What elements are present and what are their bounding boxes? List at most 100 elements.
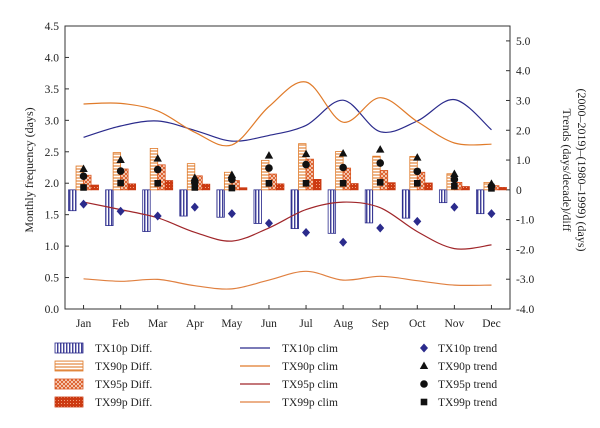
bar-tx95p-jan [83, 174, 92, 191]
legend-swatch-tx99p-trend [420, 398, 428, 406]
marker-tx90p-trend-sep [376, 145, 385, 153]
right-tick-label: 5.0 [516, 36, 531, 48]
bar-tx95p-jul [305, 158, 314, 191]
right-tick-label: -2.0 [516, 244, 534, 256]
bar-tx10p-oct [401, 189, 411, 219]
marker-tx90p-trend-mar [153, 154, 162, 162]
left-tick-label: 2.0 [45, 178, 60, 190]
marker-tx10p-trend-aug [339, 237, 348, 247]
left-tick-label: 0.5 [45, 273, 60, 285]
marker-tx99p-trend-apr [191, 184, 199, 191]
x-tick-label-nov: Nov [444, 318, 464, 330]
right-tick-label: 3.0 [516, 95, 531, 107]
x-tick-label-jan: Jan [76, 318, 92, 330]
marker-tx95p-trend-mar [153, 165, 162, 174]
right-tick-label: 1.0 [516, 155, 531, 167]
marker-tx10p-trend-jun [264, 218, 273, 228]
right-tick-label: -1.0 [516, 215, 534, 227]
left-tick-label: 1.5 [45, 210, 60, 222]
bar-tx10p-may [216, 189, 225, 218]
legend-swatch-tx99p-diff [54, 396, 84, 408]
line-tx99p-clim [83, 270, 492, 290]
line-tx10p-clim [83, 98, 492, 142]
legend-label-tx99p-diff: TX99p Diff. [95, 397, 152, 409]
marker-tx95p-trend-sep [376, 159, 385, 167]
marker-tx99p-trend-sep [376, 179, 384, 186]
x-tick-label-jun: Jun [261, 318, 277, 330]
x-tick-label-dec: Dec [482, 318, 501, 330]
bar-tx10p-dec [476, 189, 485, 215]
legend-label-tx95p-clim: TX95p clim [282, 379, 338, 391]
bar-tx99p-sep [387, 182, 396, 191]
bar-tx99p-feb [127, 183, 137, 191]
axes [64, 25, 511, 310]
legend-label-tx90p-clim: TX90p clim [282, 361, 338, 373]
legend-label-tx10p-trend: TX10p trend [438, 343, 497, 355]
tick-labels: 0.0 0.5 1.0 1.5 2.0 2.5 3.0 3.5 4.0 4.5 -4.0 -3.0 -2… [45, 21, 535, 330]
marker-tx90p-trend-jun [264, 151, 274, 159]
x-tick-label-apr: Apr [186, 318, 204, 330]
bar-tx10p-jun [253, 189, 262, 224]
x-tick-label-oct: Oct [409, 318, 426, 330]
marker-tx99p-trend-jun [265, 179, 273, 187]
bar-tx99p-apr [201, 183, 211, 191]
marker-tx95p-trend-jan [79, 172, 88, 180]
x-tick-label-sep: Sep [372, 318, 390, 330]
marker-tx95p-trend-aug [339, 163, 347, 172]
marker-tx95p-trend-feb [116, 167, 125, 175]
marker-tx95p-trend-oct [413, 167, 422, 176]
marker-tx99p-trend-aug [339, 179, 347, 187]
marker-tx10p-trend-mar [153, 211, 162, 221]
bar-tx10p-mar [142, 189, 151, 232]
bar-tx99p-may [238, 187, 248, 191]
right-tick-label: 2.0 [516, 125, 531, 137]
marker-tx95p-trend-jul [302, 160, 310, 169]
marker-tx99p-trend-may [228, 184, 236, 192]
plot-frame [64, 25, 511, 310]
bar-tx10p-jul [290, 189, 299, 229]
marker-tx10p-trend-jan [79, 199, 88, 209]
left-tick-label: 3.5 [45, 84, 60, 96]
left-axis-title: Monthly frequency (days) [22, 107, 36, 232]
left-tick-label: 3.0 [45, 115, 60, 127]
bar-tx10p-apr [179, 189, 188, 217]
bar-tx99p-dec [498, 187, 507, 191]
bar-tx99p-nov [461, 186, 470, 191]
legend-label-tx10p-diff: TX10p Diff. [95, 343, 152, 355]
right-tick-label: 0 [516, 185, 522, 197]
bar-tx99p-mar [164, 180, 174, 191]
marker-tx95p-trend-may [228, 175, 236, 184]
bar-tx99p-jan [90, 184, 99, 191]
marker-tx10p-trend-dec [487, 209, 496, 219]
left-tick-label: 0.0 [45, 304, 60, 316]
x-tick-label-aug: Aug [333, 318, 353, 330]
bar-tx10p-aug [327, 189, 337, 234]
left-tick-label: 4.5 [45, 21, 60, 33]
bar-tx95p-mar [157, 164, 166, 191]
marker-tx99p-trend-jan [80, 184, 87, 191]
x-tick-label-feb: Feb [112, 318, 130, 330]
bar-tx10p-nov [438, 189, 448, 204]
x-tick-label-jul: Jul [299, 318, 312, 330]
x-tick-label-mar: Mar [148, 318, 167, 330]
legend-swatch-tx90p-trend [419, 361, 429, 369]
marker-tx10p-trend-feb [116, 206, 125, 216]
marker-tx99p-trend-dec [488, 185, 495, 192]
legend: TX10p Diff. TX90p Diff. TX95p Diff. TX99p D… [54, 342, 497, 409]
left-tick-label: 1.0 [45, 241, 60, 253]
bar-tx10p-jan [68, 189, 77, 212]
legend-label-tx90p-trend: TX90p trend [438, 361, 497, 373]
marker-tx90p-trend-aug [338, 148, 348, 157]
bar-tx99p-jun [276, 183, 285, 191]
legend-label-tx99p-trend: TX99p trend [438, 397, 497, 409]
right-axis-title-line2: (2000–2019)–(1980–1999) (days) [575, 89, 589, 252]
right-tick-label: -4.0 [516, 304, 534, 316]
bar-tx99p-aug [350, 183, 359, 191]
x-tick-label-may: May [221, 318, 242, 330]
marker-tx10p-trend-oct [413, 216, 422, 226]
marker-tx10p-trend-jul [302, 227, 311, 237]
legend-swatch-tx90p-diff [54, 360, 84, 372]
marker-tx90p-trend-nov [450, 169, 459, 178]
left-tick-label: 4.0 [45, 52, 60, 64]
legend-swatch-tx10p-diff [54, 342, 84, 354]
